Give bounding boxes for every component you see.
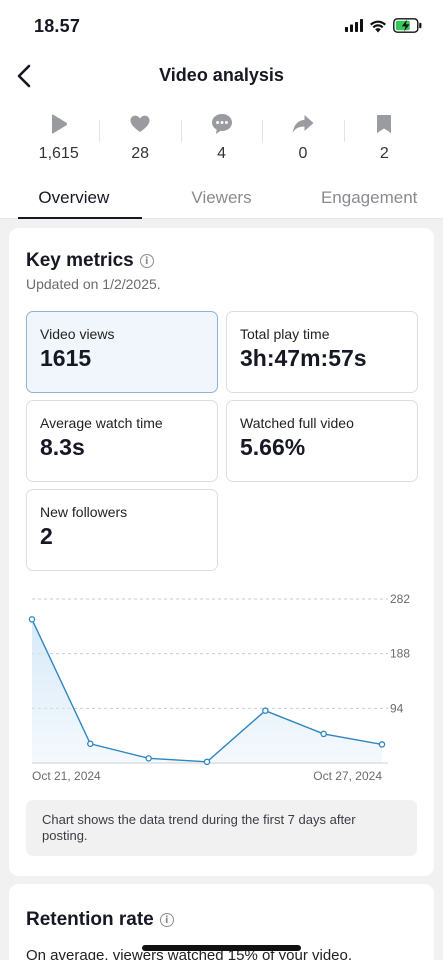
views-trend-chart: 94 188 282 Oct 21, 2024 Oct 27, 2024 <box>28 592 410 783</box>
metric-value: 3h:47m:57s <box>240 345 367 371</box>
metric-label: Total play time <box>240 326 330 342</box>
metric-value: 2 <box>40 523 53 549</box>
stat-likes: 28 <box>99 112 180 168</box>
chart-point[interactable] <box>320 730 327 738</box>
nav-bar: Video analysis <box>0 58 443 94</box>
updated-date: Updated on 1/2/2025. <box>26 276 161 292</box>
info-icon[interactable]: i <box>139 254 154 268</box>
metric-video-views[interactable]: Video views 1615 <box>26 311 218 393</box>
metric-new-followers[interactable]: New followers 2 <box>26 489 218 571</box>
tab-viewers[interactable]: Viewers <box>191 188 252 207</box>
retention-title-text: Retention rate <box>26 909 154 930</box>
battery-charging-icon <box>393 18 422 33</box>
stat-shares: 0 <box>262 112 343 168</box>
stat-shares-value: 0 <box>298 145 308 162</box>
y-tick-label: 188 <box>390 647 410 661</box>
y-tick-label: 94 <box>390 701 404 715</box>
stat-saves-value: 2 <box>379 145 389 162</box>
metric-label: Average watch time <box>40 415 163 431</box>
metric-value: 8.3s <box>40 434 85 460</box>
chart-point[interactable] <box>203 758 211 766</box>
page-title: Video analysis <box>159 65 284 85</box>
chart-point[interactable] <box>378 741 386 748</box>
key-metrics-card: Key metrics i Updated on 1/2/2025. Video… <box>9 228 434 876</box>
tab-bar: Overview Viewers Engagement <box>0 178 443 219</box>
stats-row: 1,615 28 4 <box>18 112 425 168</box>
metric-value: 1615 <box>40 345 92 371</box>
metric-label: New followers <box>40 504 128 520</box>
heart-icon <box>130 115 150 132</box>
y-tick-label: 282 <box>390 592 410 606</box>
metric-watched-full-video[interactable]: Watched full video 5.66% <box>226 400 418 482</box>
stat-comments-value: 4 <box>217 145 226 162</box>
chart-note: Chart shows the data trend during the fi… <box>26 800 417 856</box>
metric-label: Video views <box>40 326 115 342</box>
chart-area-fill <box>32 619 382 763</box>
tab-overview[interactable]: Overview <box>0 178 148 219</box>
key-metrics-title-text: Key metrics <box>26 250 134 271</box>
play-icon <box>51 114 67 134</box>
info-icon[interactable]: i <box>159 913 174 927</box>
x-tick-label: Oct 27, 2024 <box>313 769 382 783</box>
metric-average-watch-time[interactable]: Average watch time 8.3s <box>26 400 218 482</box>
x-tick-label: Oct 21, 2024 <box>32 769 101 783</box>
stat-comments: 4 <box>180 112 262 168</box>
chart-point[interactable] <box>262 707 269 714</box>
stat-views: 1,615 <box>18 112 99 168</box>
stat-saves: 2 <box>343 112 425 168</box>
home-indicator <box>142 945 301 951</box>
key-metrics-title: Key metrics i <box>26 250 154 272</box>
tab-engagement[interactable]: Engagement <box>320 188 418 207</box>
stat-views-value: 1,615 <box>38 145 79 162</box>
top-section: 18.57 Video analysis <box>0 0 443 219</box>
back-arrow-icon[interactable] <box>14 62 36 90</box>
cellular-signal-icon <box>345 19 363 32</box>
stat-likes-value: 28 <box>131 145 149 162</box>
metric-total-play-time[interactable]: Total play time 3h:47m:57s <box>226 311 418 393</box>
share-icon <box>292 115 314 133</box>
metric-value: 5.66% <box>240 434 306 460</box>
metric-label: Watched full video <box>240 415 354 431</box>
bookmark-icon <box>377 115 392 133</box>
status-time: 18.57 <box>34 16 81 36</box>
chart-point[interactable] <box>145 755 152 762</box>
chart-point[interactable] <box>28 616 36 623</box>
wifi-icon <box>370 20 386 32</box>
comment-icon <box>211 114 232 134</box>
chart-point[interactable] <box>87 740 94 748</box>
retention-title: Retention rate i <box>26 909 174 931</box>
status-bar: 18.57 <box>0 14 443 40</box>
